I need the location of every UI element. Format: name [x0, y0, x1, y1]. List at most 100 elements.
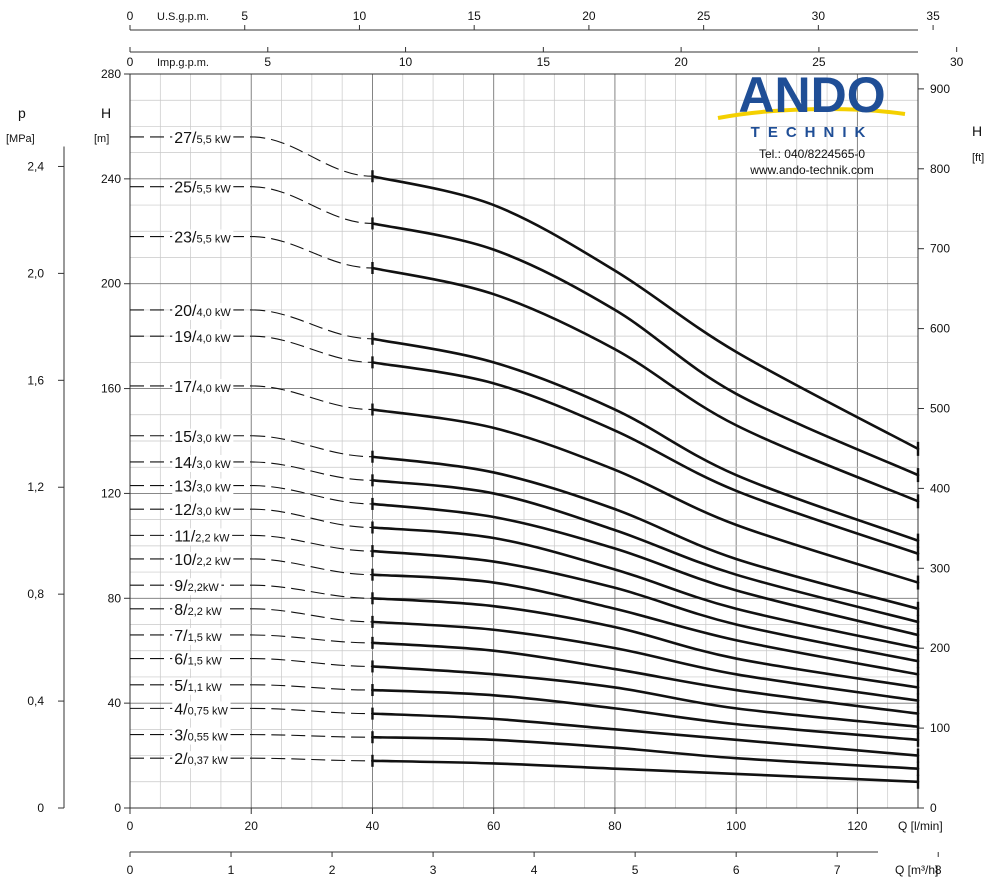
m3h-tick-label: 7: [834, 863, 841, 877]
curve-label-bg: [172, 601, 225, 619]
impgpm-tick-label: 10: [399, 55, 413, 69]
logo: ANDO TECHNIK Tel.: 040/8224565-0 www.and…: [717, 67, 906, 177]
curve-dashed: [251, 608, 373, 623]
curve-label-20: 20/4,0 kW: [174, 303, 231, 320]
pressure-axis-unit: [MPa]: [6, 133, 35, 145]
pressure-tick-label: 0,4: [27, 694, 44, 708]
curve-solid: [371, 479, 920, 624]
curve-dashed: [251, 534, 373, 552]
curve-dashed: [251, 707, 373, 715]
curve-solid: [371, 549, 920, 663]
curve-solid: [371, 596, 920, 689]
curve-label-11: 11/2,2 kW: [174, 528, 230, 545]
curve-solid: [371, 408, 920, 584]
y-tick-label: 40: [108, 696, 122, 710]
ft-tick-label: 400: [930, 481, 950, 495]
impgpm-tick-label: 15: [537, 55, 551, 69]
curve-label-14: 14/3,0 kW: [174, 455, 231, 472]
curve-label-bg: [172, 129, 234, 147]
curve-dashed: [251, 435, 373, 458]
curve-dashed: [251, 558, 373, 576]
pressure-tick-label: 1,6: [27, 373, 44, 387]
curve-dashed: [251, 508, 373, 529]
x-axis-label: Q [l/min]: [898, 819, 943, 833]
curve-dashed: [251, 634, 373, 644]
curve-label-bg: [172, 329, 234, 347]
usgpm-tick-label: 30: [812, 9, 826, 23]
usgpm-tick-label: 5: [241, 9, 248, 23]
y-tick-label: 120: [101, 486, 121, 500]
x-tick-label: 40: [366, 819, 380, 833]
pressure-tick-label: 1,2: [27, 480, 44, 494]
curve-label-23: 23/5,5 kW: [174, 230, 231, 247]
usgpm-tick-label: 20: [582, 9, 596, 23]
x-tick-label: 60: [487, 819, 501, 833]
curve-dashed: [251, 485, 373, 505]
y-tick-label: 280: [101, 67, 121, 81]
curve-solid: [371, 222, 920, 477]
impgpm-tick-label: 20: [674, 55, 688, 69]
curve-solid: [371, 266, 920, 503]
curve-dashed: [251, 461, 373, 481]
y-axis-label: H: [101, 105, 111, 121]
curve-dashed: [251, 335, 373, 363]
logo-phone: Tel.: 040/8224565-0: [759, 147, 865, 161]
m3h-tick-label: 3: [430, 863, 437, 877]
curve-label-bg: [172, 229, 234, 247]
pressure-tick-label: 2,0: [27, 266, 44, 280]
impgpm-axis-label: Imp.g.p.m.: [157, 57, 209, 69]
curve-label-bg: [172, 751, 231, 769]
curve-label-2: 2/0,37 kW: [174, 751, 228, 768]
x-tick-label: 120: [847, 819, 867, 833]
curve-solid: [371, 665, 920, 729]
curve-dashed: [251, 584, 373, 599]
curve-label-19: 19/4,0 kW: [174, 329, 231, 346]
usgpm-tick-label: 35: [926, 9, 940, 23]
curve-dashed: [251, 186, 373, 224]
curve-label-5: 5/1,1 kW: [174, 678, 222, 695]
curve-label-bg: [172, 578, 222, 596]
y-tick-label: 0: [114, 801, 121, 815]
curve-label-3: 3/0,55 kW: [174, 728, 228, 745]
x-tick-label: 20: [245, 819, 259, 833]
m3h-tick-label: 0: [127, 863, 134, 877]
curve-dashed: [251, 734, 373, 738]
curve-solid: [371, 641, 920, 715]
curve-label-6: 6/1,5 kW: [174, 652, 222, 669]
curve-label-bg: [172, 502, 234, 520]
curve-dashed: [251, 757, 373, 762]
ft-tick-label: 900: [930, 82, 950, 96]
curve-label-4: 4/0,75 kW: [174, 701, 228, 718]
usgpm-tick-label: 25: [697, 9, 711, 23]
curve-solid: [371, 735, 920, 770]
curve-label-bg: [172, 528, 233, 546]
m3h-tick-label: 2: [329, 863, 336, 877]
m3h-tick-label: 4: [531, 863, 538, 877]
m3h-tick-label: 5: [632, 863, 639, 877]
curve-solid: [371, 620, 920, 702]
impgpm-tick-label: 5: [264, 55, 271, 69]
curve-label-bg: [172, 677, 225, 695]
usgpm-axis-label: U.S.g.p.m.: [157, 11, 209, 23]
usgpm-tick-label: 10: [353, 9, 367, 23]
curves: [130, 136, 920, 789]
curve-label-12: 12/3,0 kW: [174, 502, 231, 519]
ft-tick-label: 0: [930, 801, 937, 815]
curve-label-bg: [172, 627, 225, 645]
curve-labels: 27/5,5 kW 25/5,5 kW 23/5,5 kW 20/4,0 kW 19/4…: [172, 129, 234, 769]
curve-dashed: [251, 235, 373, 269]
curve-label-8: 8/2,2 kW: [174, 602, 222, 619]
curve-solid: [371, 688, 920, 742]
usgpm-tick-label: 0: [127, 9, 134, 23]
curve-label-bg: [172, 701, 231, 719]
ft-tick-label: 100: [930, 721, 950, 735]
curve-label-27: 27/5,5 kW: [174, 130, 231, 147]
pressure-tick-label: 0,8: [27, 587, 44, 601]
curve-solid: [371, 759, 920, 784]
curve-label-25: 25/5,5 kW: [174, 180, 231, 197]
curve-label-bg: [172, 651, 225, 669]
ft-tick-label: 500: [930, 401, 950, 415]
ft-tick-label: 200: [930, 641, 950, 655]
x-tick-label: 100: [726, 819, 746, 833]
